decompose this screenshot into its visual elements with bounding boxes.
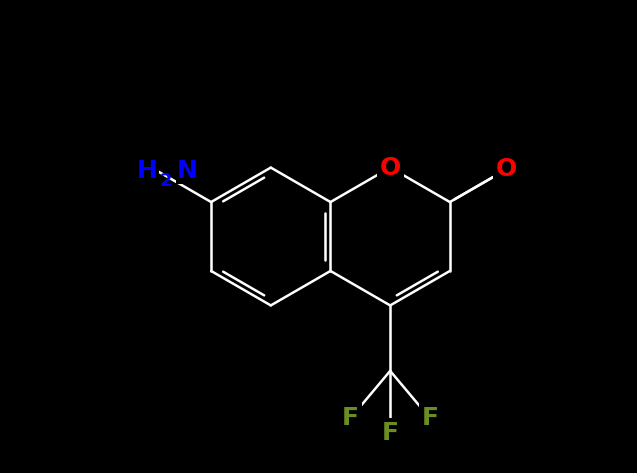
Text: F: F	[382, 421, 399, 445]
Text: F: F	[342, 406, 359, 430]
Text: 2: 2	[159, 172, 172, 190]
Text: O: O	[496, 158, 517, 181]
Text: F: F	[422, 406, 438, 430]
Text: H: H	[136, 159, 157, 183]
Text: O: O	[380, 156, 401, 180]
Text: N: N	[177, 159, 198, 183]
